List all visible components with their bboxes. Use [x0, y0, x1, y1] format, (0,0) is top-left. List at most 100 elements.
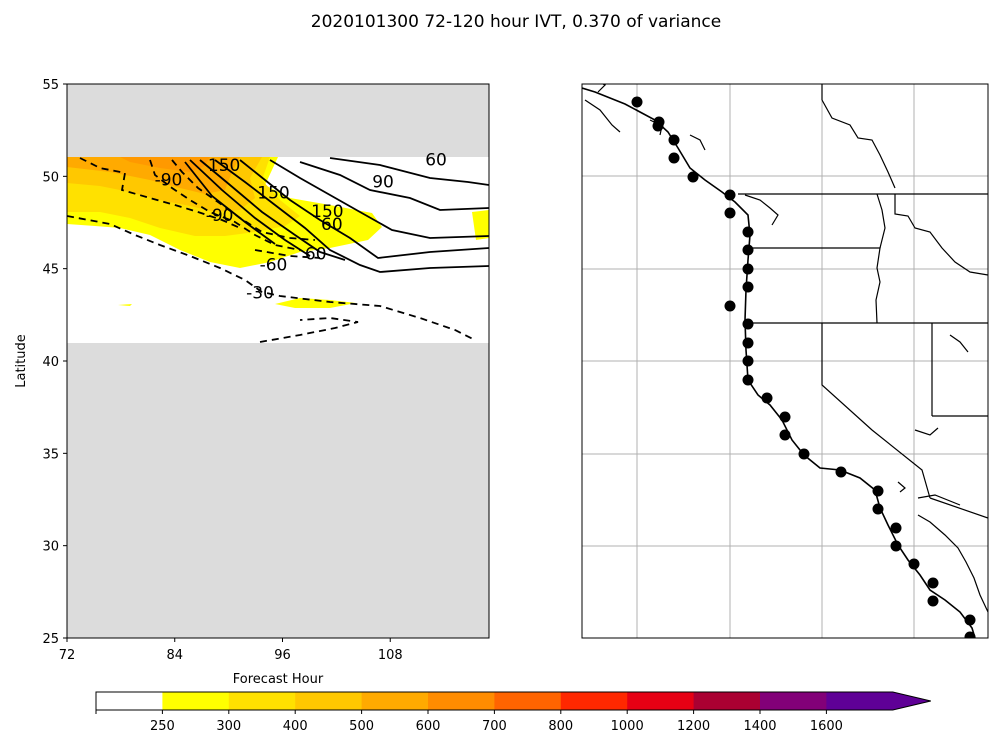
ivt-panel: 60 90 -90 150 150 150 -90 -60 -30 60 60 25 30 35 40 45…: [14, 78, 490, 687]
contour-label: -90: [155, 171, 183, 191]
contour-solid: [269, 159, 489, 239]
station-marker: [724, 189, 736, 201]
contour-label: 60: [321, 215, 343, 235]
colorbar-tick-label: 1600: [810, 719, 843, 734]
station-marker: [742, 318, 754, 330]
contour-solid: [214, 159, 489, 273]
y-axis-label: Latitude: [14, 334, 29, 388]
x-axis: 72 84 96 108: [59, 638, 403, 663]
contour-label: 60: [305, 245, 327, 265]
colorbar-block: [693, 692, 761, 710]
colorbar-tick-label: 500: [349, 719, 374, 734]
colorbar-block: [295, 692, 363, 710]
station-markers: [631, 96, 976, 638]
station-marker: [908, 558, 920, 570]
state-borders: [738, 84, 988, 519]
y-axis: 25 30 35 40 45 50 55: [42, 78, 67, 647]
colorbar-tick-label: 1000: [611, 719, 644, 734]
contour-dashed: [79, 157, 241, 229]
colorbar-block: [760, 692, 827, 710]
figure-title: 2020101300 72-120 hour IVT, 0.370 of var…: [311, 12, 721, 32]
contour-dashed: [67, 215, 476, 341]
colorbar-block: [228, 692, 296, 710]
station-marker: [964, 614, 976, 626]
station-marker: [890, 522, 902, 534]
x-axis-label: Forecast Hour: [233, 672, 324, 687]
colorbar-tick-label: 1200: [677, 719, 710, 734]
x-tick-label: 84: [166, 648, 183, 663]
y-tick-label: 55: [42, 78, 59, 93]
contour-label: 150: [208, 156, 240, 176]
station-marker: [742, 244, 754, 256]
contour-label: 90: [372, 173, 394, 193]
map-gridlines: [582, 84, 988, 638]
station-marker: [761, 392, 773, 404]
contour-dashed: [149, 159, 301, 251]
station-marker: [798, 448, 810, 460]
colorbar-block: [428, 692, 495, 710]
islands: [584, 84, 969, 493]
colorbar-tick-label: 250: [150, 719, 175, 734]
station-marker: [742, 226, 754, 238]
contour-lines: [67, 157, 489, 343]
x-tick-label: 72: [59, 648, 76, 663]
colorbar-block: [494, 692, 562, 710]
contour-label: 150: [311, 202, 343, 222]
station-marker: [742, 355, 754, 367]
station-marker: [742, 337, 754, 349]
colorbar-tick-label: 300: [216, 719, 241, 734]
station-marker: [742, 374, 754, 386]
fill-600: [120, 157, 210, 172]
contour-solid: [239, 159, 489, 259]
colorbar-tick-label: 400: [283, 719, 308, 734]
y-tick-label: 40: [42, 355, 59, 370]
station-marker: [927, 595, 939, 607]
contour-dashed: [171, 159, 316, 241]
station-marker: [742, 281, 754, 293]
colorbar-tick-label: 1400: [743, 719, 776, 734]
colorbar-block: [560, 692, 628, 710]
station-marker: [668, 134, 680, 146]
colorbar-tick-label: 700: [482, 719, 507, 734]
map-panel: [581, 83, 989, 639]
station-marker: [668, 152, 680, 164]
colorbar-extend-arrow: [826, 692, 931, 710]
coastline: [582, 87, 976, 638]
station-marker: [687, 171, 699, 183]
station-marker: [724, 207, 736, 219]
contour-label: -60: [260, 256, 288, 276]
station-marker: [724, 300, 736, 312]
station-marker: [890, 540, 902, 552]
contour-labels: 60 90 -90 150 150 150 -90 -60 -30 60 60: [155, 150, 447, 303]
contour-solid: [189, 159, 311, 257]
station-marker: [872, 485, 884, 497]
colorbar-tick-label: 800: [548, 719, 573, 734]
colorbar-block: [162, 692, 230, 710]
station-marker: [652, 120, 664, 132]
colorbar-block: [361, 692, 429, 710]
contour-label: 60: [425, 150, 447, 170]
x-tick-label: 108: [378, 648, 403, 663]
contour-dashed: [259, 317, 359, 343]
station-marker: [835, 466, 847, 478]
colorbar-tick-label: 600: [416, 719, 441, 734]
y-tick-label: 50: [42, 170, 59, 185]
colorbar: 250 300 400 500 600 700 800 1000 1200 1400 1600: [95, 691, 931, 734]
station-marker: [631, 96, 643, 108]
colorbar-block: [96, 692, 163, 710]
contour-label: -30: [246, 283, 274, 303]
contour-label: 150: [257, 184, 289, 204]
y-tick-label: 45: [42, 263, 59, 278]
contour-label: -90: [206, 206, 234, 226]
station-marker: [742, 263, 754, 275]
baja-coast: [917, 514, 988, 613]
colorbar-block: [627, 692, 695, 710]
y-tick-label: 35: [42, 447, 59, 462]
station-marker: [779, 411, 791, 423]
colorbar-outline: [95, 691, 931, 711]
y-tick-label: 30: [42, 540, 59, 555]
fill-blob-1: [472, 210, 489, 240]
x-tick-label: 96: [274, 648, 291, 663]
station-marker: [964, 631, 976, 638]
